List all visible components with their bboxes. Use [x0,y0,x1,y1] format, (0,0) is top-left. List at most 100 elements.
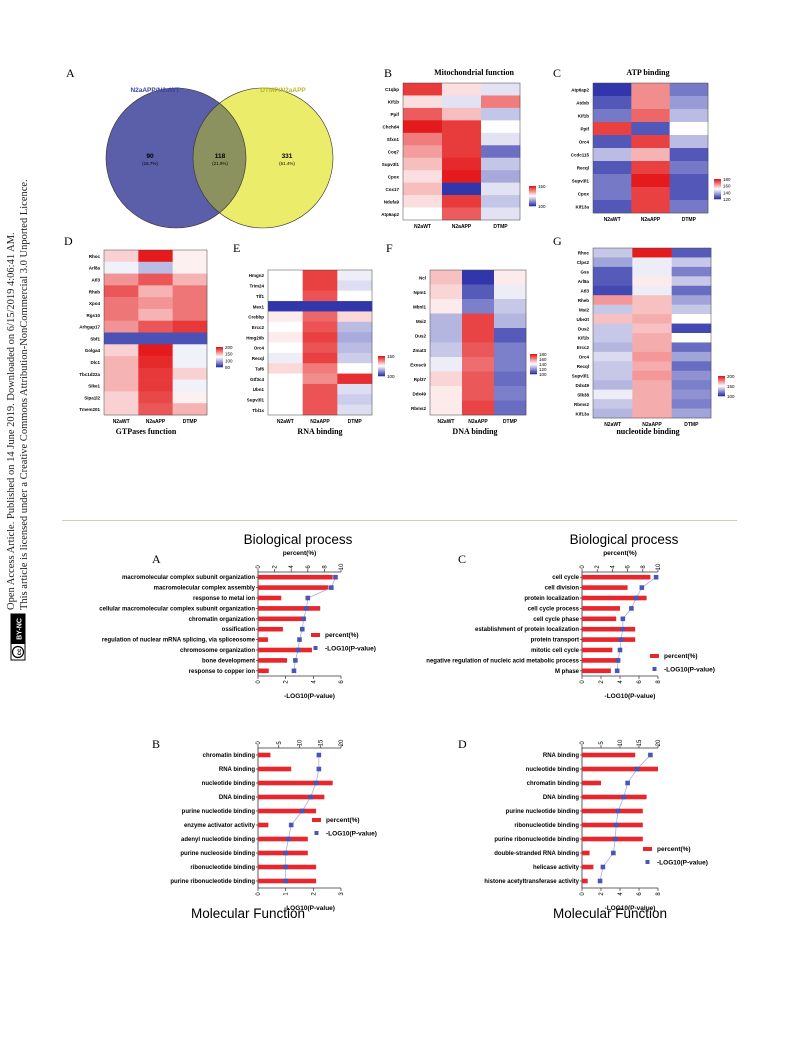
bottom-axis-label: -LOG10(P-value) [605,693,656,700]
heatmap-E: E RNA binding Hmgn2 Trim24 Tlf1 Mex1 Crebbp Erc… [233,241,395,436]
legend-tick: 200 [225,345,233,350]
heatmap-cell [462,299,495,314]
top-axis-tick-label: 10 [656,563,662,570]
pvalue-point [283,864,288,870]
legend-gradient-step [529,198,536,200]
go-chart-C: C Biological process 0 2 4 6 8 10 percent(%) 0 2 4 6… [426,532,715,700]
heatmap-row-label: Cox17 [385,187,399,192]
top-axis-tick-label: 5 [277,741,283,745]
heatmap-row-label: Supv3l1 [247,397,265,402]
percent-bar [258,616,304,622]
heatmap-cell [138,308,173,322]
legend-gradient-step [530,359,537,361]
bottom-axis-tick-label: 4 [618,892,624,896]
heatmap-title: Mitochondrial function [434,68,514,77]
heatmap-row-label: Orc4 [254,346,265,351]
legend-gradient-step [714,183,721,185]
heatmap-row-label: Orc4 [579,140,590,145]
heatmap-cell [632,295,672,305]
heatmap-cell [268,332,303,343]
legend-gradient-step [216,362,223,364]
heatmap-cell [138,356,173,369]
heatmap-cell [481,145,521,159]
category-label: purine ribonucleotide binding [494,837,579,843]
heatmap-cell [669,96,709,110]
heatmap-panel-label: C [553,66,561,80]
heatmap-cell [172,273,208,286]
heatmap-cell [138,273,173,286]
percent-bar [258,637,268,642]
legend-gradient-step [530,364,537,366]
category-label: purine nucleotide binding [182,809,256,815]
heatmap-row-label: Hmg20b [246,335,264,340]
heatmap-cell [593,399,633,409]
heatmap-row-label: Arl8a [89,266,101,271]
heatmap-cell [403,132,443,146]
heatmap-cell [669,135,709,149]
legend-gradient-step [529,202,536,204]
heatmap-cell [481,120,521,134]
legend-gradient-step [216,358,223,360]
percent-bar [582,616,617,622]
heatmap-cell [138,367,173,380]
heatmap-cell [442,132,482,146]
pvalue-point [333,574,338,580]
legend-gradient-step [216,349,223,351]
heatmap-row-label: Atl3 [580,289,589,294]
heatmap-cell [172,320,208,333]
legend-gradient-step [216,354,223,356]
top-axis-tick-label: 4 [289,565,295,569]
percent-bar [582,864,594,870]
pvalue-point [639,585,645,590]
category-label: RNA binding [219,767,255,773]
category-label: macromolecular complex subunit organizat… [122,575,255,581]
heatmap-col-label: N2aWT [604,217,621,223]
heatmap-cell [671,276,712,287]
legend-gradient-step [216,356,223,358]
bottom-axis-tick-label: 4 [311,680,317,684]
category-label: DNA binding [543,795,579,801]
legend-gradient-step [714,187,721,189]
bottom-axis-tick-label: 2 [311,892,317,896]
cc-license-badge[interactable]: cc BY-NC [10,613,26,661]
heatmap-legend: 150 100 [529,184,546,209]
heatmap-cell [403,157,443,171]
heatmap-cell [104,379,139,392]
heatmap-cell [632,276,672,287]
heatmap-cell [632,248,672,258]
legend-gradient-step [378,374,385,376]
heatmap-cell [632,257,672,268]
heatmap-cell [494,357,527,372]
top-axis-tick-label: 10 [618,739,624,746]
legend-gradient-step [530,361,537,363]
legend-gradient-step [529,187,536,189]
heatmap-cell [593,351,633,362]
heatmap-panel-label: F [386,241,393,255]
legend-gradient-step [529,193,536,195]
legend-dot-label: -LOG10(P-value) [664,667,715,674]
legend-gradient-step [530,372,537,374]
category-label: cell cycle process [528,606,580,612]
legend-gradient-step [378,356,385,358]
pvalue-point [612,836,618,842]
pvalue-point [316,766,322,772]
legend-gradient-step [529,192,536,194]
heatmap-row-label: Slk38 [577,392,589,397]
legend-dot-swatch [313,646,318,650]
heatmap-cell [593,295,633,305]
heatmap-cell [403,182,443,196]
top-axis-tick-label: 5 [599,741,605,745]
percent-bar [582,780,601,786]
percent-bar [258,658,288,663]
top-axis-tick-label: 0 [580,741,586,745]
legend-gradient-step [529,188,536,190]
legend-gradient-step [718,389,725,391]
legend-gradient-step [530,368,537,370]
heatmap-col-label: N2aWT [438,419,455,425]
go-chart-A: A Biological process 0 2 4 6 8 10 percent(%) 0 2 4 6… [99,532,376,700]
top-axis-tick-label: 20 [339,739,345,746]
heatmap-border [592,247,712,419]
heatmap-border [592,82,709,214]
heatmap-cell [481,207,521,221]
pvalue-point [283,850,288,856]
